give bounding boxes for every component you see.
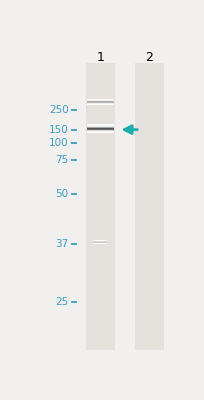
Bar <box>135 63 163 350</box>
Text: 75: 75 <box>55 156 68 166</box>
Text: 1: 1 <box>96 51 104 64</box>
Text: 150: 150 <box>49 125 68 135</box>
Text: 50: 50 <box>55 189 68 199</box>
Text: 100: 100 <box>49 138 68 148</box>
Text: 25: 25 <box>55 297 68 307</box>
Bar <box>86 63 114 350</box>
Text: 2: 2 <box>145 51 153 64</box>
Text: 250: 250 <box>49 105 68 115</box>
Text: 37: 37 <box>55 238 68 248</box>
